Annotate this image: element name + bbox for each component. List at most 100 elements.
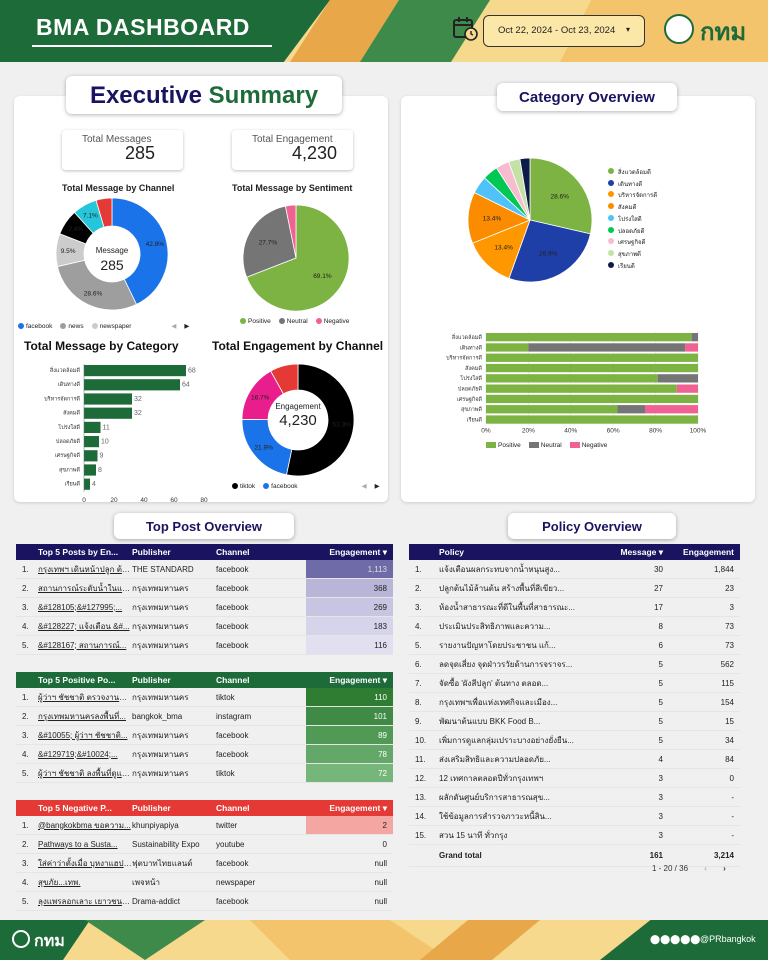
table-cell: 5 — [658, 659, 663, 669]
table-cell: 84 — [725, 754, 734, 764]
slice-label: 69.1% — [313, 273, 332, 280]
table-cell: null — [374, 877, 387, 887]
table-row: 3. ใส่ค่าว่าตั้งเมื่อ บุหงาแฮปปี้... ฟุตบา… — [16, 854, 393, 873]
stack-seg-Positive — [486, 333, 692, 342]
bar-เดินทางดี — [84, 379, 180, 391]
header-cell: Top 5 Negative P... — [38, 803, 112, 813]
slice-Neutral — [242, 205, 297, 278]
legend-dot — [608, 238, 614, 245]
header-cell[interactable]: Engagement ▾ — [329, 802, 387, 813]
legend-item: ปลอดภัยดี — [608, 226, 657, 239]
table-cell: 4. — [415, 621, 422, 631]
table-cell: 3. — [415, 602, 422, 612]
stack-seg-Neutral — [617, 405, 645, 414]
post-link[interactable]: @bangkokbma ขอความ... — [38, 820, 131, 830]
post-link[interactable]: กรุงเทพฯ เดินหน้าปลูก ต้นไม้... — [38, 564, 132, 574]
slice-label: 16.7% — [251, 394, 270, 401]
table-cell: 101 — [306, 707, 393, 725]
table-cell: facebook — [216, 564, 249, 574]
post-link[interactable]: &#129719;&#10024;... — [38, 749, 118, 759]
legend2-next-icon[interactable]: ▶ — [374, 483, 380, 490]
table-cell: twitter — [216, 820, 238, 830]
stack-seg-Positive — [486, 353, 698, 362]
sentiment-legend: Positive Neutral Negative — [240, 318, 349, 325]
legend-facebook: facebook — [18, 323, 52, 330]
post-link[interactable]: &#10055; ผู้ว่าฯ ชัชชาติ... — [38, 730, 128, 740]
table-cell: 2 — [306, 816, 393, 834]
table-cell: 5 — [658, 697, 663, 707]
table-cell: 5 — [658, 735, 663, 745]
table-cell: 72 — [306, 764, 393, 782]
post-link[interactable]: กรุงเทพมหานครลงพื้นที่... — [38, 711, 126, 721]
table-cell: 7. — [415, 678, 422, 688]
pager-prev-icon[interactable]: ‹ — [704, 864, 707, 873]
bar-สังคมดี — [84, 407, 132, 419]
table-cell: newspaper — [216, 877, 256, 887]
legend2-prev-icon[interactable]: ◀ — [361, 483, 367, 490]
post-link[interactable]: สถานการณ์ระดับน้ำในแม่... — [38, 583, 132, 593]
legend-item: โปร่งใสดี — [608, 214, 657, 227]
table-cell: 2. — [415, 583, 422, 593]
legend-label: โปร่งใสดี — [618, 216, 642, 223]
table-row: 1. กรุงเทพฯ เดินหน้าปลูก ต้นไม้...THE STA… — [16, 560, 393, 579]
bar-บริหารจัดการดี — [84, 393, 132, 405]
header-cell: Publisher — [132, 675, 171, 685]
post-link[interactable]: Pathways to a Susta... — [38, 839, 118, 849]
slice-label: 42.8% — [146, 241, 165, 248]
date-range-text: Oct 22, 2024 - Oct 23, 2024 — [498, 25, 616, 36]
slice-tiktok — [285, 363, 355, 477]
slice-เดินทางดี — [508, 219, 591, 283]
slice-label: 7.4% — [68, 226, 83, 233]
slice-Negative — [284, 204, 297, 259]
legend-next-icon[interactable]: ▶ — [184, 323, 190, 330]
header-cell: Publisher — [132, 803, 171, 813]
policy-header: Policy Message ▾ Engagement — [409, 544, 740, 560]
top-negative-posts-table: Top 5 Negative P... Publisher Channel Engag… — [16, 800, 393, 911]
post-link[interactable]: สุขภัย...เทพ. — [38, 877, 81, 887]
post-link[interactable]: ผู้ว่าฯ ชัชชาติ ตรวจงานปรั... — [38, 692, 132, 702]
table-row: 4. &#129719;&#10024;... กรุงเทพมหานคร faceb… — [16, 745, 393, 764]
engagement-legend: tiktok facebook ◀ ▶ — [232, 482, 380, 490]
post-link[interactable]: ใส่ค่าว่าตั้งเมื่อ บุหงาแฮปปี้... — [38, 858, 132, 868]
bar-value-label: 32 — [134, 396, 142, 403]
table-cell: 3 — [658, 811, 663, 821]
bma-seal-icon — [664, 14, 694, 44]
calendar-icon[interactable] — [452, 15, 478, 41]
bar-tick-label: 40 — [140, 497, 148, 502]
table-cell: 10. — [415, 735, 427, 745]
post-link[interactable]: ลุงแพรลอกเลาะ เยาวชนเหล่า... — [38, 896, 132, 906]
header-cell[interactable]: Message ▾ — [620, 546, 663, 557]
slice-label: 53.3% — [333, 422, 352, 429]
table-cell: ห้องน้ำสาธารณะที่ดีในพื้นที่สาธารณะ... — [439, 602, 576, 612]
post-link[interactable]: &#128167; สถานการณ์... — [38, 640, 127, 650]
table-cell: 5. — [22, 896, 29, 906]
slice-สิ่งแวดล้อมดี — [529, 157, 593, 235]
social-icons: ⬤⬤⬤⬤⬤ — [650, 934, 701, 944]
bar-เศรษฐกิจดี — [84, 450, 98, 462]
header-cell[interactable]: Engagement ▾ — [329, 546, 387, 557]
post-link[interactable]: &#128105;&#127995;... — [38, 602, 123, 612]
table-cell: พัฒนาต้นแบบ BKK Food B... — [439, 716, 541, 726]
header-cell: Channel — [216, 547, 250, 557]
legend-label: สังคมดี — [618, 205, 637, 212]
legend-facebook-2: facebook — [263, 483, 298, 490]
legend-dot — [608, 214, 614, 221]
post-link[interactable]: &#128227; แจ้งเตือน &#... — [38, 621, 130, 631]
header-cell[interactable]: Engagement ▾ — [329, 674, 387, 685]
policy-row: 10. เพิ่มการดูแลกลุ่มเปราะบางอย่างยั่งยืน… — [409, 731, 740, 750]
table-cell: 5. — [415, 640, 422, 650]
stack-seg-Negative — [676, 384, 698, 393]
slice-label: 7.1% — [83, 213, 98, 220]
total-engagement-card: Total Engagement 4,230 — [232, 130, 353, 170]
date-range-picker[interactable]: Oct 22, 2024 - Oct 23, 2024 ▾ — [483, 15, 645, 47]
table-row: 2. Pathways to a Susta... Sustainability E… — [16, 835, 393, 854]
stack-category-label: ปลอดภัยดี — [458, 386, 483, 393]
table-cell: facebook — [216, 621, 249, 631]
donut1-center-value: 285 — [100, 257, 124, 273]
table-cell: 368 — [306, 579, 393, 597]
post-link[interactable]: ผู้ว่าฯ ชัชชาติ ลงพื้นที่ดูแล... — [38, 768, 132, 778]
legend-prev-icon[interactable]: ◀ — [171, 323, 177, 330]
table-row: 2. กรุงเทพมหานครลงพื้นที่... bangkok_bma in… — [16, 707, 393, 726]
header-cell: Engagement — [682, 547, 734, 557]
pager-next-icon[interactable]: › — [723, 864, 726, 873]
